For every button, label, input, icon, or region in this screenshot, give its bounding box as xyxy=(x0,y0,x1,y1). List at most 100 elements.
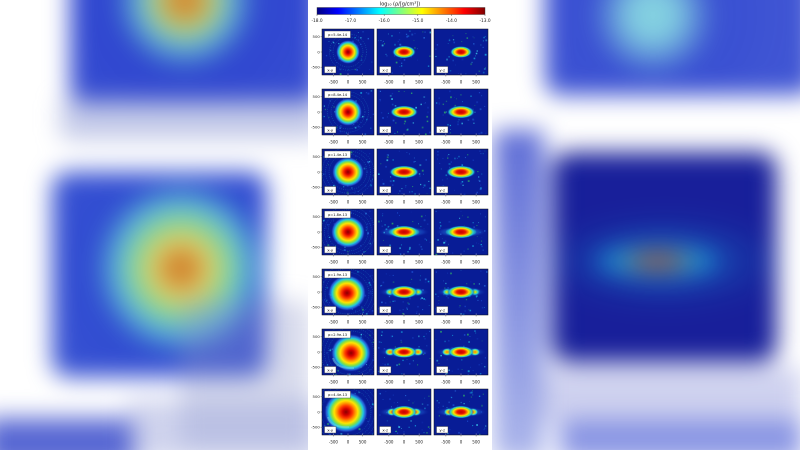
x-tick-label: -500 xyxy=(329,79,339,84)
projection-label: y-z xyxy=(439,368,445,373)
x-tick-label: -500 xyxy=(329,379,339,384)
colorbar-tick-label: -13.0 xyxy=(479,18,490,24)
x-tick-label: 0 xyxy=(460,259,463,264)
x-tick-label: 500 xyxy=(359,319,367,324)
backdrop-blob-top-right xyxy=(545,0,800,95)
density-core xyxy=(391,346,417,358)
x-tick-label: -500 xyxy=(384,379,394,384)
colorbar-tick-label: -17.0 xyxy=(345,18,356,24)
x-tick-label: 0 xyxy=(460,379,463,384)
x-tick-label: -500 xyxy=(384,439,394,444)
projection-label-box xyxy=(436,246,449,254)
colorbar-tick-label: -15.0 xyxy=(412,18,423,24)
y-tick-label: -500 xyxy=(311,124,320,129)
density-core xyxy=(336,40,360,64)
y-tick-label: -500 xyxy=(311,364,320,369)
projection-label-box xyxy=(436,306,449,314)
heatmap-panel-content xyxy=(437,150,488,195)
x-tick-label: 0 xyxy=(460,139,463,144)
x-tick-label: 0 xyxy=(347,259,350,264)
backdrop-band-bottom-right xyxy=(560,420,800,450)
heatmap-panel-content xyxy=(322,329,374,375)
spiral-arm xyxy=(327,416,350,429)
density-core xyxy=(334,98,362,126)
heatmap-row: -500 0 500 500 0 -500 ρ=8.4e-14 x-y -500 0 500 x-z -… xyxy=(311,88,489,144)
projection-label: x-y xyxy=(327,308,334,313)
x-tick-label: -500 xyxy=(441,379,451,384)
x-tick-label: 0 xyxy=(347,139,350,144)
projection-label: y-z xyxy=(439,308,445,313)
projection-label: x-z xyxy=(382,188,388,193)
projection-label: x-y xyxy=(327,68,334,73)
x-tick-label: 500 xyxy=(415,259,423,264)
projection-label: x-z xyxy=(382,368,388,373)
projection-label: x-z xyxy=(382,308,388,313)
x-tick-label: 500 xyxy=(415,79,423,84)
heatmap-panel-content xyxy=(435,32,488,75)
colorbar-gradient xyxy=(316,7,486,15)
colorbar-title: log₁₀ (ρ/[g/cm³]) xyxy=(380,2,420,8)
backdrop-blob-top-left xyxy=(70,0,320,105)
heatmap-row: -500 0 500 500 0 -500 ρ=1.9e-13 x-y -500 0 500 x-z -… xyxy=(311,268,489,324)
density-core xyxy=(446,225,476,239)
projection-label: x-y xyxy=(327,248,334,253)
x-tick-label: 0 xyxy=(347,319,350,324)
x-tick-label: 500 xyxy=(415,199,423,204)
x-tick-label: 0 xyxy=(403,259,406,264)
projection-label-box xyxy=(324,426,337,434)
projection-label-box xyxy=(436,126,449,134)
x-tick-label: 0 xyxy=(403,439,406,444)
projection-label: y-z xyxy=(439,428,445,433)
heatmap-panel-content xyxy=(435,390,487,435)
x-tick-label: 500 xyxy=(359,439,367,444)
projection-label: x-z xyxy=(382,248,388,253)
x-tick-label: 500 xyxy=(415,319,423,324)
heatmap-panel-content xyxy=(323,90,374,135)
row-label-box xyxy=(324,210,351,219)
x-tick-label: -500 xyxy=(441,79,451,84)
y-tick-label: 0 xyxy=(317,169,320,174)
backdrop-haze-top-left xyxy=(60,96,322,140)
x-tick-label: -500 xyxy=(441,319,451,324)
projection-label-box xyxy=(436,366,449,374)
x-tick-label: 500 xyxy=(359,199,367,204)
projection-label: x-z xyxy=(382,68,388,73)
density-core xyxy=(450,46,472,58)
spiral-arm xyxy=(332,357,355,370)
contour-ring xyxy=(325,150,371,194)
x-tick-label: 500 xyxy=(472,199,480,204)
projection-label: x-y xyxy=(327,368,334,373)
projection-label: y-z xyxy=(439,248,445,253)
row-label-box xyxy=(324,330,351,339)
x-tick-label: -500 xyxy=(329,439,339,444)
x-tick-label: 500 xyxy=(472,439,480,444)
x-tick-label: 500 xyxy=(472,139,480,144)
density-core xyxy=(448,405,474,419)
density-core xyxy=(390,105,418,119)
projection-label-box xyxy=(324,246,337,254)
projection-label-box xyxy=(436,426,449,434)
row-label: ρ=4.4e-13 xyxy=(328,393,347,397)
y-tick-label: 500 xyxy=(313,214,321,219)
y-tick-label: 0 xyxy=(317,49,320,54)
x-tick-label: 0 xyxy=(347,439,350,444)
x-tick-label: -500 xyxy=(329,319,339,324)
y-tick-label: -500 xyxy=(311,304,320,309)
density-core xyxy=(389,165,419,179)
x-tick-label: -500 xyxy=(329,139,339,144)
x-tick-label: -500 xyxy=(441,439,451,444)
x-tick-label: 0 xyxy=(347,199,350,204)
heatmap-panel-content xyxy=(435,90,487,135)
density-core xyxy=(391,405,417,419)
y-tick-label: -500 xyxy=(311,64,320,69)
heatmap-panel-content xyxy=(378,390,431,434)
y-tick-label: 500 xyxy=(313,154,321,159)
heatmap-panel-content xyxy=(435,270,488,315)
heatmap-panel-content xyxy=(435,210,487,255)
y-tick-label: 0 xyxy=(317,229,320,234)
x-tick-label: 500 xyxy=(359,139,367,144)
x-tick-label: 500 xyxy=(415,439,423,444)
density-core xyxy=(392,45,416,59)
x-tick-label: 500 xyxy=(472,79,480,84)
